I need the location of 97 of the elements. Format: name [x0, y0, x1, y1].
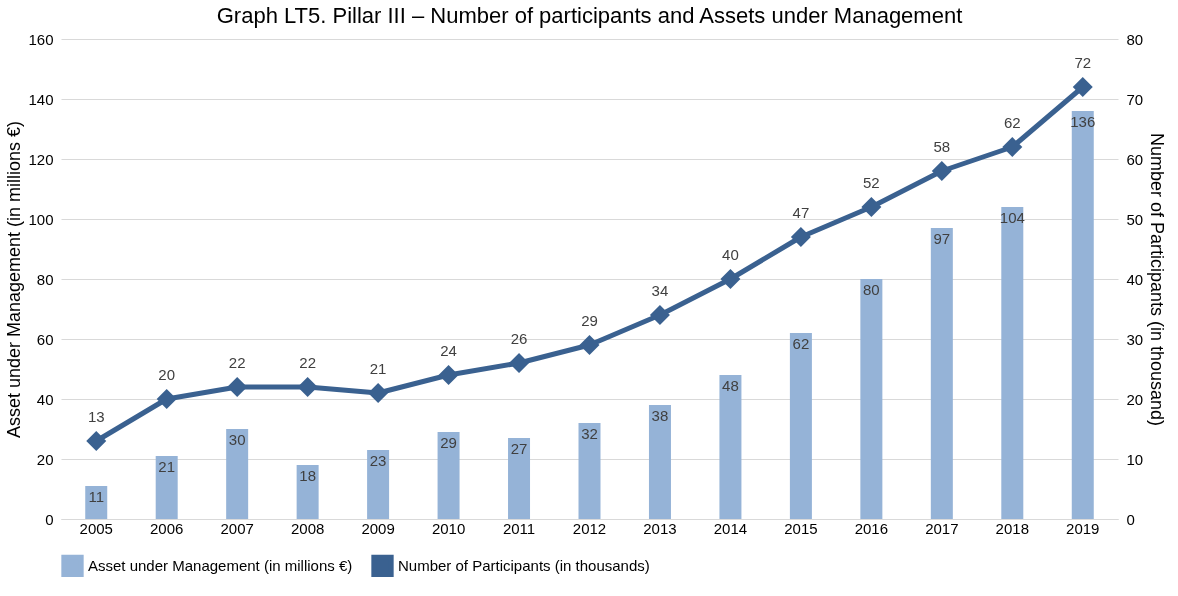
y2-tick-label: 20: [1126, 390, 1144, 408]
legend-label: Asset under Management (in millions €): [88, 556, 353, 574]
data-label: 38: [651, 407, 669, 424]
x-tick-label: 2007: [220, 519, 254, 537]
y2-tick-label: 40: [1126, 270, 1144, 288]
y-axis-title: Asset under Management (in millions €): [4, 120, 25, 439]
data-label: 104: [999, 209, 1025, 226]
x-tick-label: 2012: [572, 519, 607, 537]
point: [297, 377, 318, 397]
y2-tick-label: 70: [1126, 90, 1144, 108]
point: [1002, 137, 1023, 157]
x-tick-label: 2014: [713, 519, 748, 537]
bar: [155, 456, 178, 519]
data-label: 62: [792, 335, 810, 352]
y2-tick-label: 60: [1126, 150, 1144, 168]
data-label: 20: [158, 366, 176, 383]
data-label: 47: [792, 204, 810, 221]
data-label: 22: [228, 354, 246, 371]
data-label: 23: [369, 452, 387, 469]
bar: [648, 405, 671, 519]
data-label: 32: [581, 425, 598, 442]
data-label: 58: [933, 138, 951, 155]
legend-label: Number of Participants (in thousands): [398, 556, 650, 574]
y-tick-label: 140: [28, 90, 54, 108]
bar: [367, 450, 390, 519]
data-label: 24: [440, 342, 457, 359]
data-label: 48: [722, 377, 739, 394]
bar: [789, 333, 812, 519]
point: [509, 353, 530, 373]
y-tick-label: 60: [36, 330, 54, 348]
bar: [437, 432, 460, 519]
y-tick-label: 20: [36, 450, 54, 468]
x-tick-label: 2005: [79, 519, 113, 537]
point: [156, 389, 177, 409]
data-label: 97: [933, 230, 951, 247]
y-tick-label: 120: [28, 150, 54, 168]
y-tick-label: 160: [28, 30, 54, 48]
data-label: 26: [510, 330, 528, 347]
x-tick-label: 2018: [995, 519, 1029, 537]
bar: [1001, 207, 1024, 519]
y2-tick-label: 50: [1126, 210, 1144, 228]
point: [579, 335, 600, 355]
point: [1072, 77, 1093, 97]
data-label: 40: [722, 246, 739, 263]
bar: [226, 429, 249, 519]
x-tick-label: 2019: [1066, 519, 1100, 537]
point: [438, 365, 459, 385]
data-label: 21: [369, 360, 387, 377]
y2-tick-label: 80: [1126, 30, 1144, 48]
y-tick-label: 80: [36, 270, 54, 288]
data-label: 29: [581, 312, 598, 329]
point: [720, 269, 741, 289]
x-tick-label: 2016: [854, 519, 889, 537]
data-label: 34: [651, 282, 669, 299]
point: [790, 227, 811, 247]
point: [368, 383, 389, 403]
data-label: 29: [440, 434, 457, 451]
data-label: 18: [299, 467, 316, 484]
chart-title: Graph LT5. Pillar III – Number of participants and Assets under Management: [216, 3, 963, 28]
bar: [1071, 111, 1094, 519]
point: [227, 377, 248, 397]
data-label: 30: [228, 431, 246, 448]
x-tick-label: 2009: [361, 519, 395, 537]
data-label: 52: [863, 174, 880, 191]
x-tick-label: 2017: [925, 519, 959, 537]
point: [861, 197, 882, 217]
x-tick-label: 2008: [290, 519, 325, 537]
bar: [719, 375, 742, 519]
y2-tick-label: 30: [1126, 330, 1144, 348]
x-tick-label: 2013: [643, 519, 677, 537]
bar: [85, 486, 108, 519]
x-tick-label: 2010: [431, 519, 466, 537]
bar: [930, 228, 953, 519]
bar: [508, 438, 531, 519]
data-label: 62: [1003, 114, 1021, 131]
bar: [578, 423, 601, 519]
x-tick-label: 2006: [150, 519, 184, 537]
x-tick-label: 2015: [784, 519, 818, 537]
data-label: 72: [1074, 54, 1092, 71]
y-tick-label: 0: [45, 510, 54, 528]
data-label: 27: [510, 440, 528, 457]
x-tick-label: 2011: [502, 519, 536, 537]
point: [649, 305, 670, 325]
y2-tick-label: 10: [1126, 450, 1144, 468]
point: [931, 161, 952, 181]
y2-tick-label: 0: [1126, 510, 1135, 528]
data-label: 80: [863, 281, 880, 298]
data-label: 22: [299, 354, 316, 371]
point: [86, 431, 107, 451]
y2-axis-title: Number of Participants (in thousand): [1147, 132, 1168, 427]
bar: [296, 465, 319, 519]
data-label: 13: [87, 408, 105, 425]
y-tick-label: 40: [36, 390, 54, 408]
bar: [860, 279, 883, 519]
y-tick-label: 100: [28, 210, 54, 228]
data-label: 21: [158, 458, 176, 475]
data-label: 11: [88, 488, 105, 505]
